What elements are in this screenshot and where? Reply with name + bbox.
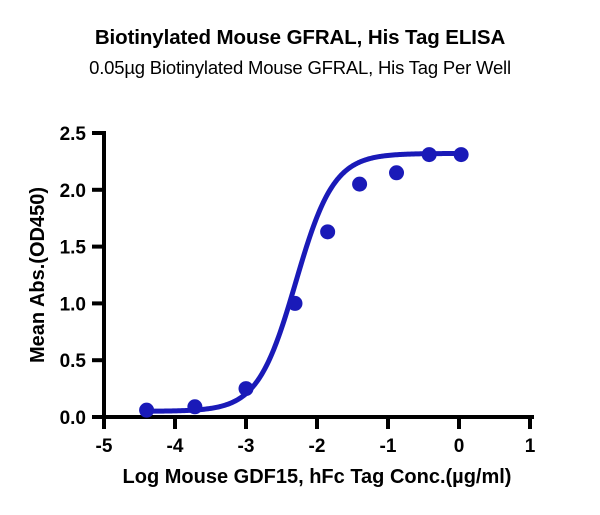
- y-tick-label: 1.0: [60, 294, 86, 315]
- data-point: [352, 177, 367, 192]
- y-tick-group: 0.0 0.5 1.0 1.5 2.0 2.5: [60, 124, 104, 429]
- x-tick-label: -3: [238, 436, 255, 457]
- x-tick-label: -5: [96, 436, 113, 457]
- x-tick-label: -2: [309, 436, 326, 457]
- y-tick-label: 0.5: [60, 351, 87, 372]
- x-tick-group: -5 -4 -3 -2 -1 0 1: [96, 417, 536, 457]
- data-point: [422, 147, 437, 162]
- data-point: [187, 399, 202, 414]
- data-point: [389, 165, 404, 180]
- chart-figure: Biotinylated Mouse GFRAL, His Tag ELISA …: [0, 0, 600, 515]
- x-tick-label: -4: [167, 436, 184, 457]
- fit-curve: [147, 153, 462, 411]
- data-point: [454, 147, 469, 162]
- y-tick-label: 2.5: [60, 124, 87, 145]
- x-tick-label: 0: [454, 436, 465, 457]
- x-axis-title: Log Mouse GDF15, hFc Tag Conc.(µg/ml): [123, 466, 512, 488]
- data-points-group: [139, 147, 469, 418]
- y-axis-title: Mean Abs.(OD450): [27, 187, 49, 363]
- data-point: [239, 381, 254, 396]
- plot-area: Mean Abs.(OD450) Log Mouse GDF15, hFc Ta…: [0, 0, 600, 515]
- y-tick-label: 0.0: [60, 408, 86, 429]
- x-tick-label: -1: [380, 436, 397, 457]
- data-point: [287, 296, 302, 311]
- data-point: [320, 224, 335, 239]
- x-tick-label: 1: [525, 436, 536, 457]
- y-tick-label: 2.0: [60, 181, 86, 202]
- fit-curve-group: [147, 153, 462, 411]
- y-tick-label: 1.5: [60, 238, 87, 259]
- data-point: [139, 403, 154, 418]
